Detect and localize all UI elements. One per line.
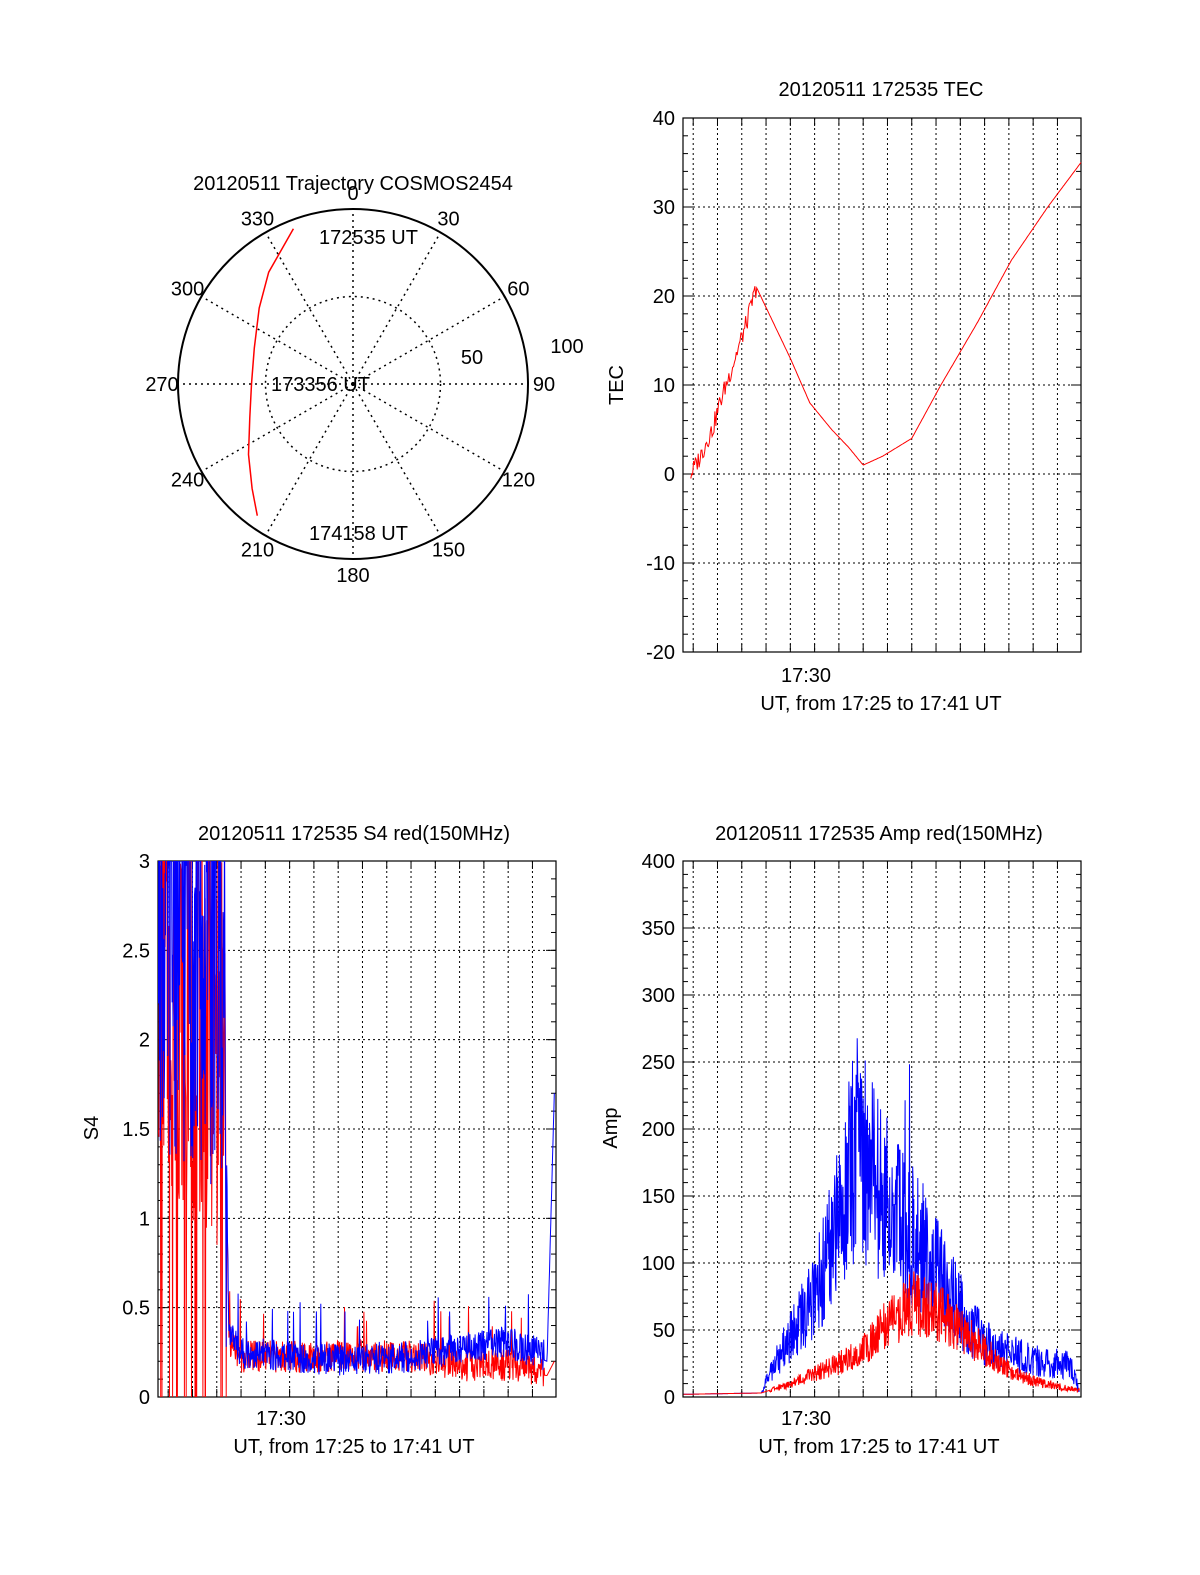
s4-series-blue bbox=[158, 861, 555, 1376]
amp-ytick-label: 250 bbox=[642, 1052, 675, 1074]
polar-spoke-120 bbox=[352, 383, 505, 473]
tec-xtick-label: 17:30 bbox=[781, 665, 831, 687]
s4-ytick-label: 1.5 bbox=[122, 1119, 150, 1141]
amp-frame bbox=[682, 860, 1082, 1398]
s4-xtick-label: 17:30 bbox=[256, 1408, 306, 1430]
track-time-start: 172535 UT bbox=[319, 227, 418, 249]
polar-ring-outer bbox=[177, 208, 529, 560]
amp-xtick-label: 17:30 bbox=[781, 1408, 831, 1430]
s4-chart: 20120511 172535 S4 red(150MHz) 0 0.5 1 1.5 2… bbox=[81, 823, 557, 1458]
s4-ytick-label: 3 bbox=[139, 851, 150, 873]
amp-ytick-label: 400 bbox=[642, 851, 675, 873]
radial-label-50: 50 bbox=[461, 347, 483, 369]
amp-title: 20120511 172535 Amp red(150MHz) bbox=[715, 823, 1043, 845]
polar-angle-label-240: 240 bbox=[171, 470, 204, 492]
polar-spoke-30 bbox=[352, 232, 442, 385]
polar-angle-label-210: 210 bbox=[241, 539, 274, 561]
polar-spoke-60 bbox=[352, 295, 505, 385]
tec-frame bbox=[682, 117, 1082, 653]
s4-title: 20120511 172535 S4 red(150MHz) bbox=[198, 823, 510, 845]
s4-ytick-label: 0.5 bbox=[122, 1298, 150, 1320]
polar-spoke-150 bbox=[352, 383, 442, 536]
s4-ytick-label: 1 bbox=[139, 1208, 150, 1230]
polar-spoke-300 bbox=[201, 295, 354, 385]
amp-ytick-label: 150 bbox=[642, 1186, 675, 1208]
track-time-end: 174158 UT bbox=[309, 523, 408, 545]
amp-series-blue bbox=[683, 1038, 1080, 1395]
polar-angle-label-150: 150 bbox=[432, 539, 465, 561]
polar-angle-label-180: 180 bbox=[336, 565, 369, 587]
s4-ytick-label: 2 bbox=[139, 1030, 150, 1052]
s4-frame bbox=[157, 860, 557, 1398]
amp-ytick-label: 200 bbox=[642, 1119, 675, 1141]
tec-ytick-label: 30 bbox=[653, 197, 675, 219]
polar-angle-label-300: 300 bbox=[171, 279, 204, 301]
polar-angle-label-330: 330 bbox=[241, 209, 274, 231]
s4-plot-area: 0 0.5 1 1.5 2 2.5 3 bbox=[122, 851, 557, 1409]
polar-angle-label-30: 30 bbox=[437, 209, 459, 231]
tec-title: 20120511 172535 TEC bbox=[779, 79, 984, 101]
polar-angle-label-0: 0 bbox=[347, 183, 358, 205]
tec-ytick-label: 40 bbox=[653, 108, 675, 130]
amp-xlabel: UT, from 17:25 to 17:41 UT bbox=[758, 1436, 999, 1458]
tec-ytick-label: 10 bbox=[653, 375, 675, 397]
polar-spoke-210 bbox=[264, 383, 354, 536]
s4-ytick-label: 0 bbox=[139, 1387, 150, 1409]
tec-ytick-label: -10 bbox=[646, 553, 675, 575]
trajectory-title: 20120511 Trajectory COSMOS2454 bbox=[193, 173, 513, 195]
amp-ytick-label: 50 bbox=[653, 1320, 675, 1342]
polar-ring-50 bbox=[264, 295, 442, 473]
amp-ytick-label: 300 bbox=[642, 985, 675, 1007]
tec-ytick-label: -20 bbox=[646, 642, 675, 664]
amp-plot-area: 0 50 100 150 200 250 300 350 400 bbox=[642, 851, 1082, 1409]
s4-xlabel: UT, from 17:25 to 17:41 UT bbox=[233, 1436, 474, 1458]
polar-angle-label-270: 270 bbox=[145, 374, 178, 396]
amp-ytick-label: 350 bbox=[642, 918, 675, 940]
amp-ytick-label: 0 bbox=[664, 1387, 675, 1409]
radial-label-100: 100 bbox=[550, 336, 583, 358]
tec-ylabel: TEC bbox=[606, 365, 628, 405]
trajectory-track bbox=[247, 228, 295, 516]
tec-ytick-label: 20 bbox=[653, 286, 675, 308]
polar-spoke-330 bbox=[264, 232, 354, 385]
amp-series-red bbox=[683, 1271, 1080, 1395]
s4-ylabel: S4 bbox=[81, 1116, 103, 1140]
polar-angle-label-60: 60 bbox=[507, 279, 529, 301]
tec-series-line bbox=[690, 162, 1082, 479]
amp-ytick-label: 100 bbox=[642, 1253, 675, 1275]
amp-ylabel: Amp bbox=[600, 1107, 622, 1148]
tec-xlabel: UT, from 17:25 to 17:41 UT bbox=[760, 693, 1001, 715]
polar-angle-label-120: 120 bbox=[502, 470, 535, 492]
track-time-mid: 173356 UT bbox=[271, 374, 370, 396]
s4-ytick-label: 2.5 bbox=[122, 940, 150, 962]
polar-angle-label-90: 90 bbox=[533, 374, 555, 396]
amp-chart: 20120511 172535 Amp red(150MHz) 0 50 100 15… bbox=[600, 823, 1082, 1458]
polar-grid: 0 30 60 90 120 150 180 210 240 270 300 330 bbox=[145, 183, 555, 587]
trajectory-chart: 20120511 Trajectory COSMOS2454 0 30 60 90 12… bbox=[145, 173, 583, 587]
tec-plot-area: -20 -10 0 10 20 30 40 bbox=[646, 108, 1082, 664]
polar-spoke-240 bbox=[201, 383, 354, 473]
tec-ytick-label: 0 bbox=[664, 464, 675, 486]
